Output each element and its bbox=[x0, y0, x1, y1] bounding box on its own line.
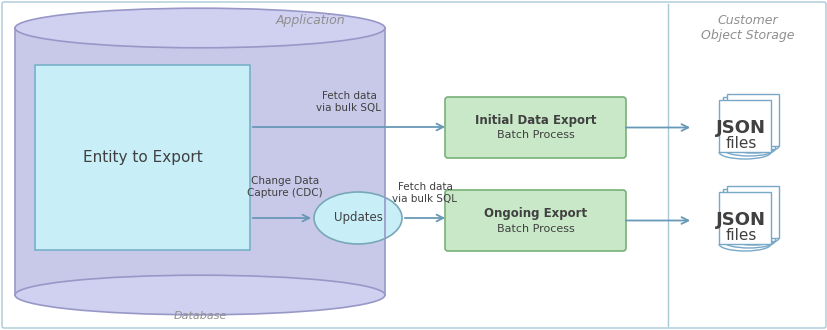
Text: JSON: JSON bbox=[715, 211, 765, 229]
Text: Initial Data Export: Initial Data Export bbox=[474, 114, 595, 127]
FancyBboxPatch shape bbox=[722, 189, 774, 241]
Text: Batch Process: Batch Process bbox=[496, 223, 574, 234]
Text: Ongoing Export: Ongoing Export bbox=[483, 207, 586, 220]
Text: Customer
Object Storage: Customer Object Storage bbox=[700, 14, 794, 42]
Ellipse shape bbox=[15, 275, 385, 315]
Text: Batch Process: Batch Process bbox=[496, 130, 574, 141]
Text: Entity to Export: Entity to Export bbox=[83, 150, 202, 165]
Text: Database: Database bbox=[173, 311, 227, 321]
Text: Application: Application bbox=[275, 14, 344, 27]
FancyBboxPatch shape bbox=[444, 97, 625, 158]
FancyBboxPatch shape bbox=[726, 94, 778, 146]
FancyBboxPatch shape bbox=[15, 28, 385, 295]
Text: Fetch data
via bulk SQL: Fetch data via bulk SQL bbox=[392, 182, 457, 204]
Text: JSON: JSON bbox=[715, 119, 765, 137]
Text: files: files bbox=[724, 137, 756, 151]
Text: files: files bbox=[724, 228, 756, 244]
FancyBboxPatch shape bbox=[722, 97, 774, 149]
FancyBboxPatch shape bbox=[726, 186, 778, 238]
Text: Updates: Updates bbox=[333, 212, 382, 224]
FancyBboxPatch shape bbox=[444, 190, 625, 251]
Ellipse shape bbox=[15, 8, 385, 48]
FancyBboxPatch shape bbox=[35, 65, 250, 250]
Text: Fetch data
via bulk SQL: Fetch data via bulk SQL bbox=[316, 91, 381, 113]
Text: Change Data
Capture (CDC): Change Data Capture (CDC) bbox=[247, 177, 323, 198]
FancyBboxPatch shape bbox=[718, 100, 770, 152]
FancyBboxPatch shape bbox=[718, 192, 770, 244]
Ellipse shape bbox=[313, 192, 402, 244]
